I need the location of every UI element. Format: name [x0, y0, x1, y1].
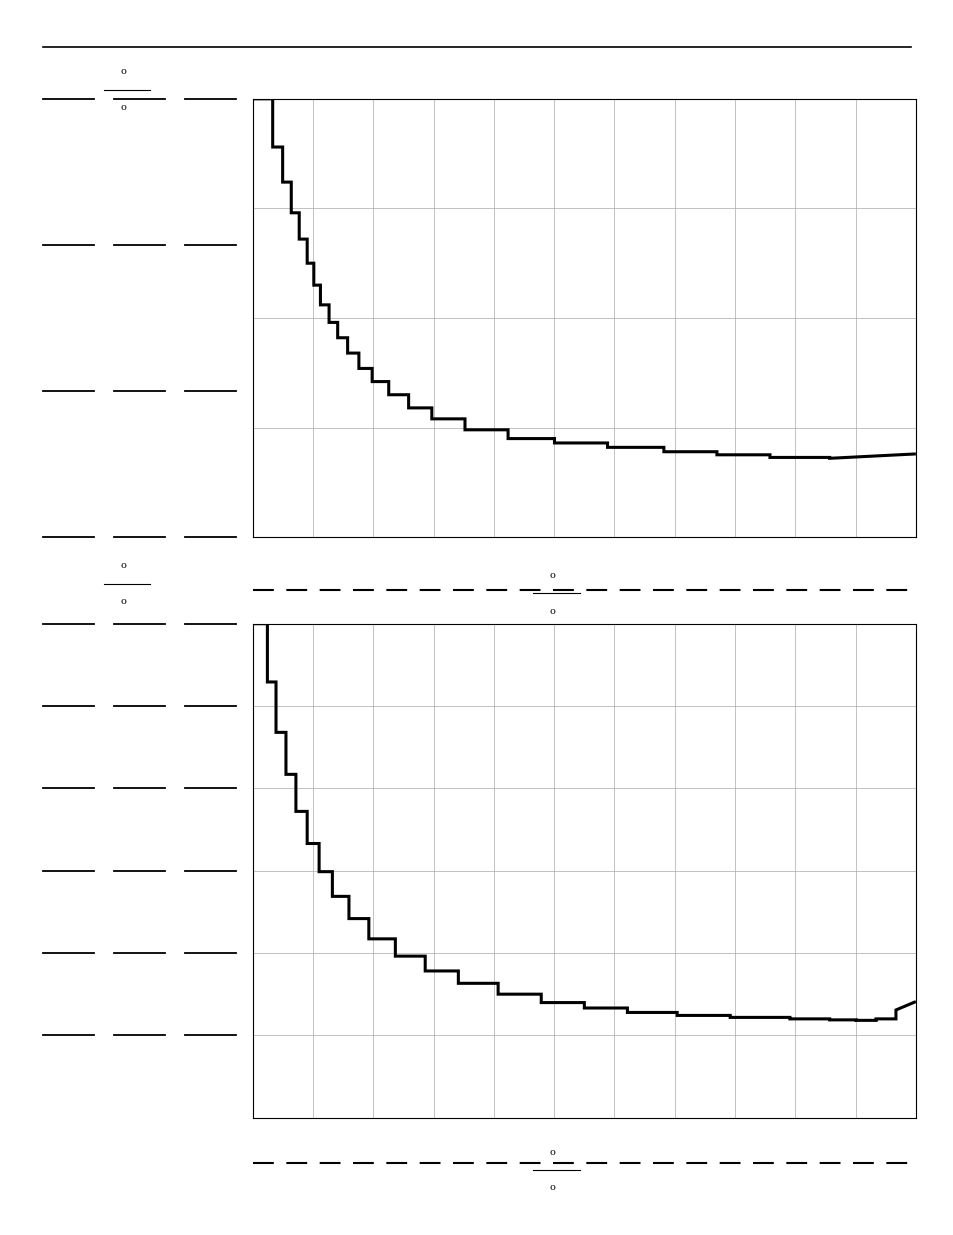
Text: o: o [549, 1147, 556, 1157]
Text: o: o [549, 1183, 556, 1193]
Text: o: o [120, 67, 127, 77]
Text: o: o [120, 103, 127, 112]
Text: o: o [120, 597, 127, 606]
Text: o: o [549, 606, 556, 616]
Text: o: o [120, 561, 127, 571]
Text: o: o [549, 571, 556, 580]
